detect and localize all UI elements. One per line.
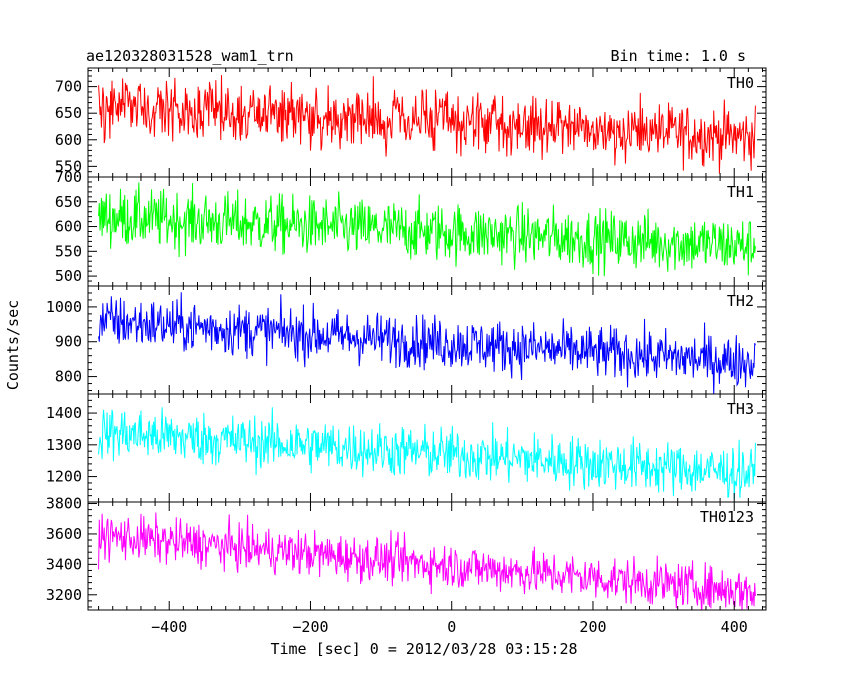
series-line-th0 xyxy=(98,75,756,174)
series-line-th1 xyxy=(98,182,756,277)
panel-name-label: TH3 xyxy=(727,400,754,418)
series-line-th2 xyxy=(98,292,756,394)
panel-th1: 500 550 600 650 700 TH1 xyxy=(55,168,767,287)
x-tick-label: −200 xyxy=(292,618,328,636)
y-tick-label: 3200 xyxy=(46,586,82,604)
y-tick-label: 550 xyxy=(55,242,82,260)
y-tick-label: 700 xyxy=(55,78,82,96)
y-tick-label: 550 xyxy=(55,157,82,175)
y-tick-label: 1400 xyxy=(46,404,82,422)
x-axis-label: Time [sec] 0 = 2012/03/28 03:15:28 xyxy=(270,640,577,658)
y-tick-label: 900 xyxy=(55,333,82,351)
panel-th3: 1200 1300 1400 TH3 xyxy=(46,393,767,503)
x-axis: −400 −200 0 200 400 xyxy=(151,618,748,636)
panel-name-label: TH0123 xyxy=(700,508,754,526)
panel-th0123: 3200 3400 3600 3800 TH0123 xyxy=(46,495,767,611)
y-tick-label: 1000 xyxy=(46,298,82,316)
series-line-th0123 xyxy=(98,512,756,610)
y-tick-label: 500 xyxy=(55,267,82,285)
y-tick-label: 650 xyxy=(55,193,82,211)
panel-name-label: TH2 xyxy=(727,292,754,310)
y-tick-label: 600 xyxy=(55,131,82,149)
y-tick-label: 800 xyxy=(55,368,82,386)
panel-name-label: TH1 xyxy=(727,183,754,201)
bin-time-label: Bin time: 1.0 s xyxy=(611,47,746,65)
panel-frame xyxy=(87,501,767,611)
panel-name-label: TH0 xyxy=(727,74,754,92)
y-tick-label: 1200 xyxy=(46,468,82,486)
y-axis-label: Counts/sec xyxy=(4,300,22,390)
panel-frame xyxy=(87,285,767,395)
x-tick-label: 400 xyxy=(721,618,748,636)
y-tick-label: 3600 xyxy=(46,525,82,543)
y-tick-label: 650 xyxy=(55,104,82,122)
panels-group: 550 600 650 700 TH0 500 550 600 650 700 TH1 800 900 1… xyxy=(46,67,767,611)
y-tick-label: 1300 xyxy=(46,436,82,454)
y-tick-label: 600 xyxy=(55,218,82,236)
chart-title: ae120328031528_wam1_trn xyxy=(86,47,294,65)
y-tick-label: 3800 xyxy=(46,495,82,513)
panel-th2: 800 900 1000 TH2 xyxy=(46,285,767,395)
y-tick-label: 3400 xyxy=(46,555,82,573)
series-line-th3 xyxy=(98,407,756,500)
y-tick-label: 700 xyxy=(55,168,82,186)
x-tick-label: 200 xyxy=(579,618,606,636)
x-tick-label: 0 xyxy=(447,618,456,636)
panel-th0: 550 600 650 700 TH0 xyxy=(55,67,767,178)
x-tick-label: −400 xyxy=(151,618,187,636)
